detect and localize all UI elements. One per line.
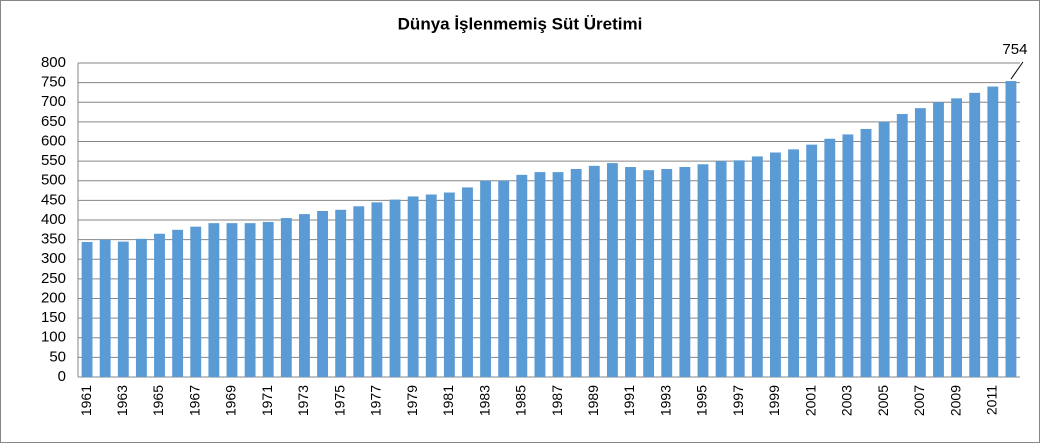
y-tick-label: 100	[41, 329, 66, 346]
y-tick-label: 250	[41, 270, 66, 287]
bar	[190, 226, 202, 377]
bar	[552, 172, 564, 377]
bar	[226, 223, 238, 377]
x-tick-label: 1961	[78, 385, 94, 416]
x-tick-label: 1987	[549, 385, 565, 416]
bar	[987, 86, 999, 378]
x-tick-label: 2011	[984, 385, 1000, 415]
data-label: 754	[1002, 41, 1027, 58]
bar	[244, 223, 256, 377]
x-tick-label: 1967	[186, 385, 202, 416]
bar	[788, 149, 799, 377]
bar	[824, 138, 836, 377]
x-tick-label: 2003	[839, 385, 855, 416]
bar	[606, 163, 618, 377]
y-tick-label: 200	[41, 289, 66, 306]
annotation-leader	[1010, 61, 1024, 80]
bar	[733, 160, 745, 377]
bar	[317, 210, 328, 377]
bar	[99, 239, 111, 377]
y-tick-label: 450	[41, 191, 66, 208]
bar	[208, 223, 220, 377]
bar	[371, 202, 383, 377]
x-tick-label: 2009	[947, 385, 963, 416]
x-tick-label: 1997	[730, 385, 746, 416]
y-tick-label: 400	[41, 211, 66, 228]
bar	[896, 114, 908, 378]
bar	[715, 161, 727, 377]
bar	[280, 218, 292, 377]
bar	[389, 199, 401, 377]
y-tick-label: 500	[41, 172, 66, 189]
x-tick-label: 1991	[621, 385, 637, 416]
bar	[335, 209, 347, 377]
x-tick-label: 1963	[114, 385, 130, 416]
y-tick-label: 0	[58, 368, 66, 385]
x-tick-label: 1971	[259, 385, 275, 416]
bar	[860, 128, 872, 377]
y-tick-label: 700	[41, 93, 66, 110]
bar	[299, 214, 310, 377]
y-tick-label: 650	[41, 113, 66, 130]
x-tick-label: 1977	[368, 385, 384, 416]
y-tick-label: 800	[41, 54, 66, 71]
bar	[516, 174, 528, 377]
bar	[81, 241, 93, 377]
y-tick-label: 550	[41, 152, 66, 169]
bar	[661, 168, 673, 377]
bar	[425, 194, 437, 377]
bar	[480, 180, 492, 377]
bar	[751, 156, 763, 377]
x-tick-label: 1973	[295, 385, 311, 416]
bar	[1005, 81, 1017, 378]
bar	[117, 241, 129, 377]
x-tick-label: 1969	[223, 385, 239, 416]
bar	[570, 168, 582, 377]
chart-title: Dünya İşlenmemiş Süt Üretimi	[398, 14, 643, 33]
x-tick-label: 1981	[440, 385, 456, 416]
x-tick-label: 1989	[585, 385, 601, 416]
x-tick-label: 1999	[766, 385, 782, 416]
bar	[353, 206, 365, 377]
bar	[770, 152, 781, 377]
bar	[407, 196, 419, 377]
y-tick-label: 150	[41, 309, 66, 326]
y-tick-label: 750	[41, 74, 66, 91]
bar	[443, 192, 455, 377]
bar	[262, 221, 274, 377]
bar	[534, 172, 546, 377]
bar	[154, 233, 165, 377]
bar	[697, 164, 709, 377]
x-tick-label: 1995	[694, 385, 710, 416]
bar	[933, 102, 944, 377]
x-tick-label: 1979	[404, 385, 420, 416]
bar	[462, 187, 473, 377]
bar	[643, 170, 655, 377]
y-tick-label: 350	[41, 231, 66, 248]
y-tick-label: 600	[41, 132, 66, 149]
bar	[679, 167, 691, 377]
bar	[625, 167, 636, 377]
x-tick-label: 1985	[513, 385, 529, 416]
x-tick-label: 2005	[875, 385, 891, 416]
bar	[951, 98, 963, 377]
bar	[588, 165, 600, 377]
x-tick-label: 2007	[911, 385, 927, 416]
bar	[806, 144, 818, 377]
bar	[135, 238, 147, 377]
x-tick-label: 1993	[657, 385, 673, 416]
bar	[914, 108, 926, 377]
bar	[172, 229, 184, 377]
bar	[498, 180, 510, 377]
x-tick-label: 1975	[331, 385, 347, 416]
bar	[969, 92, 981, 377]
x-tick-label: 2001	[802, 385, 818, 416]
y-tick-label: 300	[41, 250, 66, 267]
x-tick-label: 1983	[476, 385, 492, 416]
y-tick-label: 50	[49, 348, 66, 365]
bar	[842, 134, 854, 377]
x-tick-label: 1965	[150, 385, 166, 416]
bar	[878, 121, 890, 377]
